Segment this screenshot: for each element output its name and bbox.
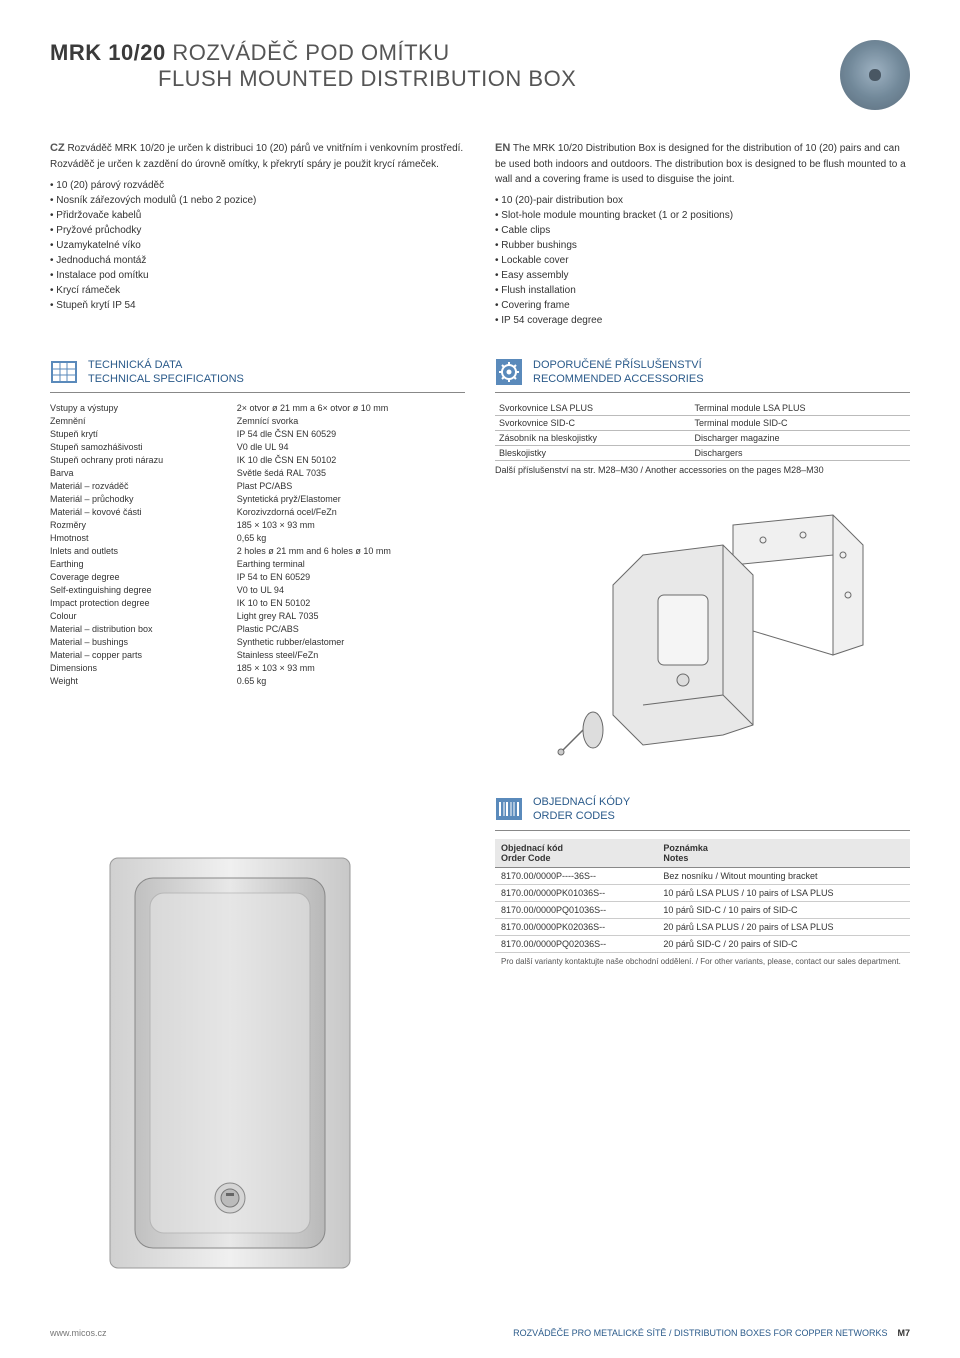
order-title-2: ORDER CODES bbox=[533, 809, 630, 823]
cz-tag: CZ bbox=[50, 142, 65, 154]
cz-bullets: 10 (20) párový rozváděčNosník zářezových… bbox=[50, 178, 465, 313]
product-icon bbox=[840, 40, 910, 110]
table-row: ColourLight grey RAL 7035 bbox=[50, 609, 465, 622]
acc-table: Svorkovnice LSA PLUSTerminal module LSA … bbox=[495, 401, 910, 461]
table-row: Zásobník na bleskojistkyDischarger magaz… bbox=[495, 431, 910, 446]
table-row: Self-extinguishing degreeV0 to UL 94 bbox=[50, 583, 465, 596]
order-header-row: Objednací kód Order Code Poznámka Notes bbox=[495, 839, 910, 868]
table-row: Materiál – kovové částiKorozivzdorná oce… bbox=[50, 505, 465, 518]
bullet-item: 10 (20)-pair distribution box bbox=[495, 193, 910, 208]
table-row: Stupeň ochrany proti nárazuIK 10 dle ČSN… bbox=[50, 453, 465, 466]
table-row: Material – copper partsStainless steel/F… bbox=[50, 648, 465, 661]
order-title-1: OBJEDNACÍ KÓDY bbox=[533, 795, 630, 809]
en-bullets: 10 (20)-pair distribution boxSlot-hole m… bbox=[495, 193, 910, 328]
table-row: Material – bushingsSynthetic rubber/elas… bbox=[50, 635, 465, 648]
title-bold: MRK 10/20 bbox=[50, 40, 166, 65]
tech-titles: TECHNICKÁ DATA TECHNICAL SPECIFICATIONS bbox=[88, 358, 244, 387]
en-description: EN The MRK 10/20 Distribution Box is des… bbox=[495, 140, 910, 187]
table-icon bbox=[50, 358, 78, 386]
bullet-item: Slot-hole module mounting bracket (1 or … bbox=[495, 208, 910, 223]
en-tag: EN bbox=[495, 142, 510, 154]
bullet-item: Přidržovače kabelů bbox=[50, 208, 465, 223]
footer-category: ROZVÁDĚČE PRO METALICKÉ SÍTĚ / DISTRIBUT… bbox=[513, 1328, 910, 1338]
order-titles: OBJEDNACÍ KÓDY ORDER CODES bbox=[533, 795, 630, 824]
table-row: EarthingEarthing terminal bbox=[50, 557, 465, 570]
table-row: Hmotnost0,65 kg bbox=[50, 531, 465, 544]
bullet-item: Nosník zářezových modulů (1 nebo 2 pozic… bbox=[50, 193, 465, 208]
spec-table: Vstupy a výstupy2× otvor ø 21 mm a 6× ot… bbox=[50, 401, 465, 687]
order-table: Objednací kód Order Code Poznámka Notes … bbox=[495, 839, 910, 953]
table-row: 8170.00/0000PQ01036S--10 párů SID-C / 10… bbox=[495, 901, 910, 918]
table-row: BleskojistkyDischargers bbox=[495, 446, 910, 461]
tech-title-1: TECHNICKÁ DATA bbox=[88, 358, 244, 372]
bullet-item: Rubber bushings bbox=[495, 238, 910, 253]
table-row: 8170.00/0000PK01036S--10 párů LSA PLUS /… bbox=[495, 884, 910, 901]
table-row: Impact protection degreeIK 10 to EN 5010… bbox=[50, 596, 465, 609]
order-head: OBJEDNACÍ KÓDY ORDER CODES bbox=[495, 795, 910, 831]
en-column: EN The MRK 10/20 Distribution Box is des… bbox=[495, 140, 910, 328]
cz-column: CZ Rozváděč MRK 10/20 je určen k distrib… bbox=[50, 140, 465, 328]
table-row: Vstupy a výstupy2× otvor ø 21 mm a 6× ot… bbox=[50, 401, 465, 414]
product-render bbox=[50, 838, 430, 1288]
table-row: Stupeň samozhášivostiV0 dle UL 94 bbox=[50, 440, 465, 453]
acc-title-2: RECOMMENDED ACCESSORIES bbox=[533, 372, 704, 386]
page-title: MRK 10/20 ROZVÁDĚČ POD OMÍTKU bbox=[50, 40, 576, 66]
table-row: Coverage degreeIP 54 to EN 60529 bbox=[50, 570, 465, 583]
accessories-section: DOPORUČENÉ PŘÍSLUŠENSTVÍ RECOMMENDED ACC… bbox=[495, 358, 910, 970]
order-section: OBJEDNACÍ KÓDY ORDER CODES Objednací kód… bbox=[495, 795, 910, 970]
page-footer: www.micos.cz ROZVÁDĚČE PRO METALICKÉ SÍT… bbox=[50, 1328, 910, 1338]
cz-description: CZ Rozváděč MRK 10/20 je určen k distrib… bbox=[50, 140, 465, 172]
barcode-icon bbox=[495, 795, 523, 823]
page-subtitle: FLUSH MOUNTED DISTRIBUTION BOX bbox=[158, 66, 576, 92]
table-row: BarvaSvětle šedá RAL 7035 bbox=[50, 466, 465, 479]
bullet-item: Covering frame bbox=[495, 298, 910, 313]
cz-desc-text: Rozváděč MRK 10/20 je určen k distribuci… bbox=[50, 143, 463, 170]
bullet-item: Easy assembly bbox=[495, 268, 910, 283]
table-row: Materiál – průchodkySyntetická pryž/Elas… bbox=[50, 492, 465, 505]
table-row: 8170.00/0000P----36S--Bez nosníku / Wito… bbox=[495, 867, 910, 884]
acc-title-1: DOPORUČENÉ PŘÍSLUŠENSTVÍ bbox=[533, 358, 704, 372]
table-row: 8170.00/0000PK02036S--20 párů LSA PLUS /… bbox=[495, 918, 910, 935]
bullet-item: 10 (20) párový rozváděč bbox=[50, 178, 465, 193]
table-row: Dimensions185 × 103 × 93 mm bbox=[50, 661, 465, 674]
exploded-view-drawing bbox=[495, 495, 910, 775]
title-block: MRK 10/20 ROZVÁDĚČ POD OMÍTKU FLUSH MOUN… bbox=[50, 40, 576, 92]
order-footer: Pro další varianty kontaktujte naše obch… bbox=[495, 953, 910, 970]
bullet-item: IP 54 coverage degree bbox=[495, 313, 910, 328]
bullet-item: Lockable cover bbox=[495, 253, 910, 268]
order-head-notes: Poznámka Notes bbox=[657, 839, 910, 868]
table-row: Rozměry185 × 103 × 93 mm bbox=[50, 518, 465, 531]
table-row: ZemněníZemnící svorka bbox=[50, 414, 465, 427]
table-row: Materiál – rozváděčPlast PC/ABS bbox=[50, 479, 465, 492]
acc-titles: DOPORUČENÉ PŘÍSLUŠENSTVÍ RECOMMENDED ACC… bbox=[533, 358, 704, 387]
bullet-item: Jednoduchá montáž bbox=[50, 253, 465, 268]
bullet-item: Uzamykatelné víko bbox=[50, 238, 465, 253]
bullet-item: Flush installation bbox=[495, 283, 910, 298]
table-row: Stupeň krytíIP 54 dle ČSN EN 60529 bbox=[50, 427, 465, 440]
order-head-code: Objednací kód Order Code bbox=[495, 839, 657, 868]
bullet-item: Pryžové průchodky bbox=[50, 223, 465, 238]
tech-head: TECHNICKÁ DATA TECHNICAL SPECIFICATIONS bbox=[50, 358, 465, 394]
table-row: 8170.00/0000PQ02036S--20 párů SID-C / 20… bbox=[495, 935, 910, 952]
acc-head: DOPORUČENÉ PŘÍSLUŠENSTVÍ RECOMMENDED ACC… bbox=[495, 358, 910, 394]
tech-title-2: TECHNICAL SPECIFICATIONS bbox=[88, 372, 244, 386]
title-thin: ROZVÁDĚČ POD OMÍTKU bbox=[166, 40, 450, 65]
footer-url: www.micos.cz bbox=[50, 1328, 107, 1338]
table-row: Svorkovnice LSA PLUSTerminal module LSA … bbox=[495, 401, 910, 416]
bullet-item: Krycí rámeček bbox=[50, 283, 465, 298]
en-desc-text: The MRK 10/20 Distribution Box is design… bbox=[495, 143, 906, 185]
page-number: M7 bbox=[897, 1328, 910, 1338]
bullet-item: Cable clips bbox=[495, 223, 910, 238]
bullet-item: Instalace pod omítku bbox=[50, 268, 465, 283]
acc-footer: Další příslušenství na str. M28–M30 / An… bbox=[495, 465, 910, 475]
bullet-item: Stupeň krytí IP 54 bbox=[50, 298, 465, 313]
table-row: Material – distribution boxPlastic PC/AB… bbox=[50, 622, 465, 635]
table-row: Weight0.65 kg bbox=[50, 674, 465, 687]
description-columns: CZ Rozváděč MRK 10/20 je určen k distrib… bbox=[50, 140, 910, 328]
gear-icon bbox=[495, 358, 523, 386]
table-row: Svorkovnice SID-CTerminal module SID-C bbox=[495, 416, 910, 431]
page-header: MRK 10/20 ROZVÁDĚČ POD OMÍTKU FLUSH MOUN… bbox=[50, 40, 910, 110]
table-row: Inlets and outlets2 holes ø 21 mm and 6 … bbox=[50, 544, 465, 557]
